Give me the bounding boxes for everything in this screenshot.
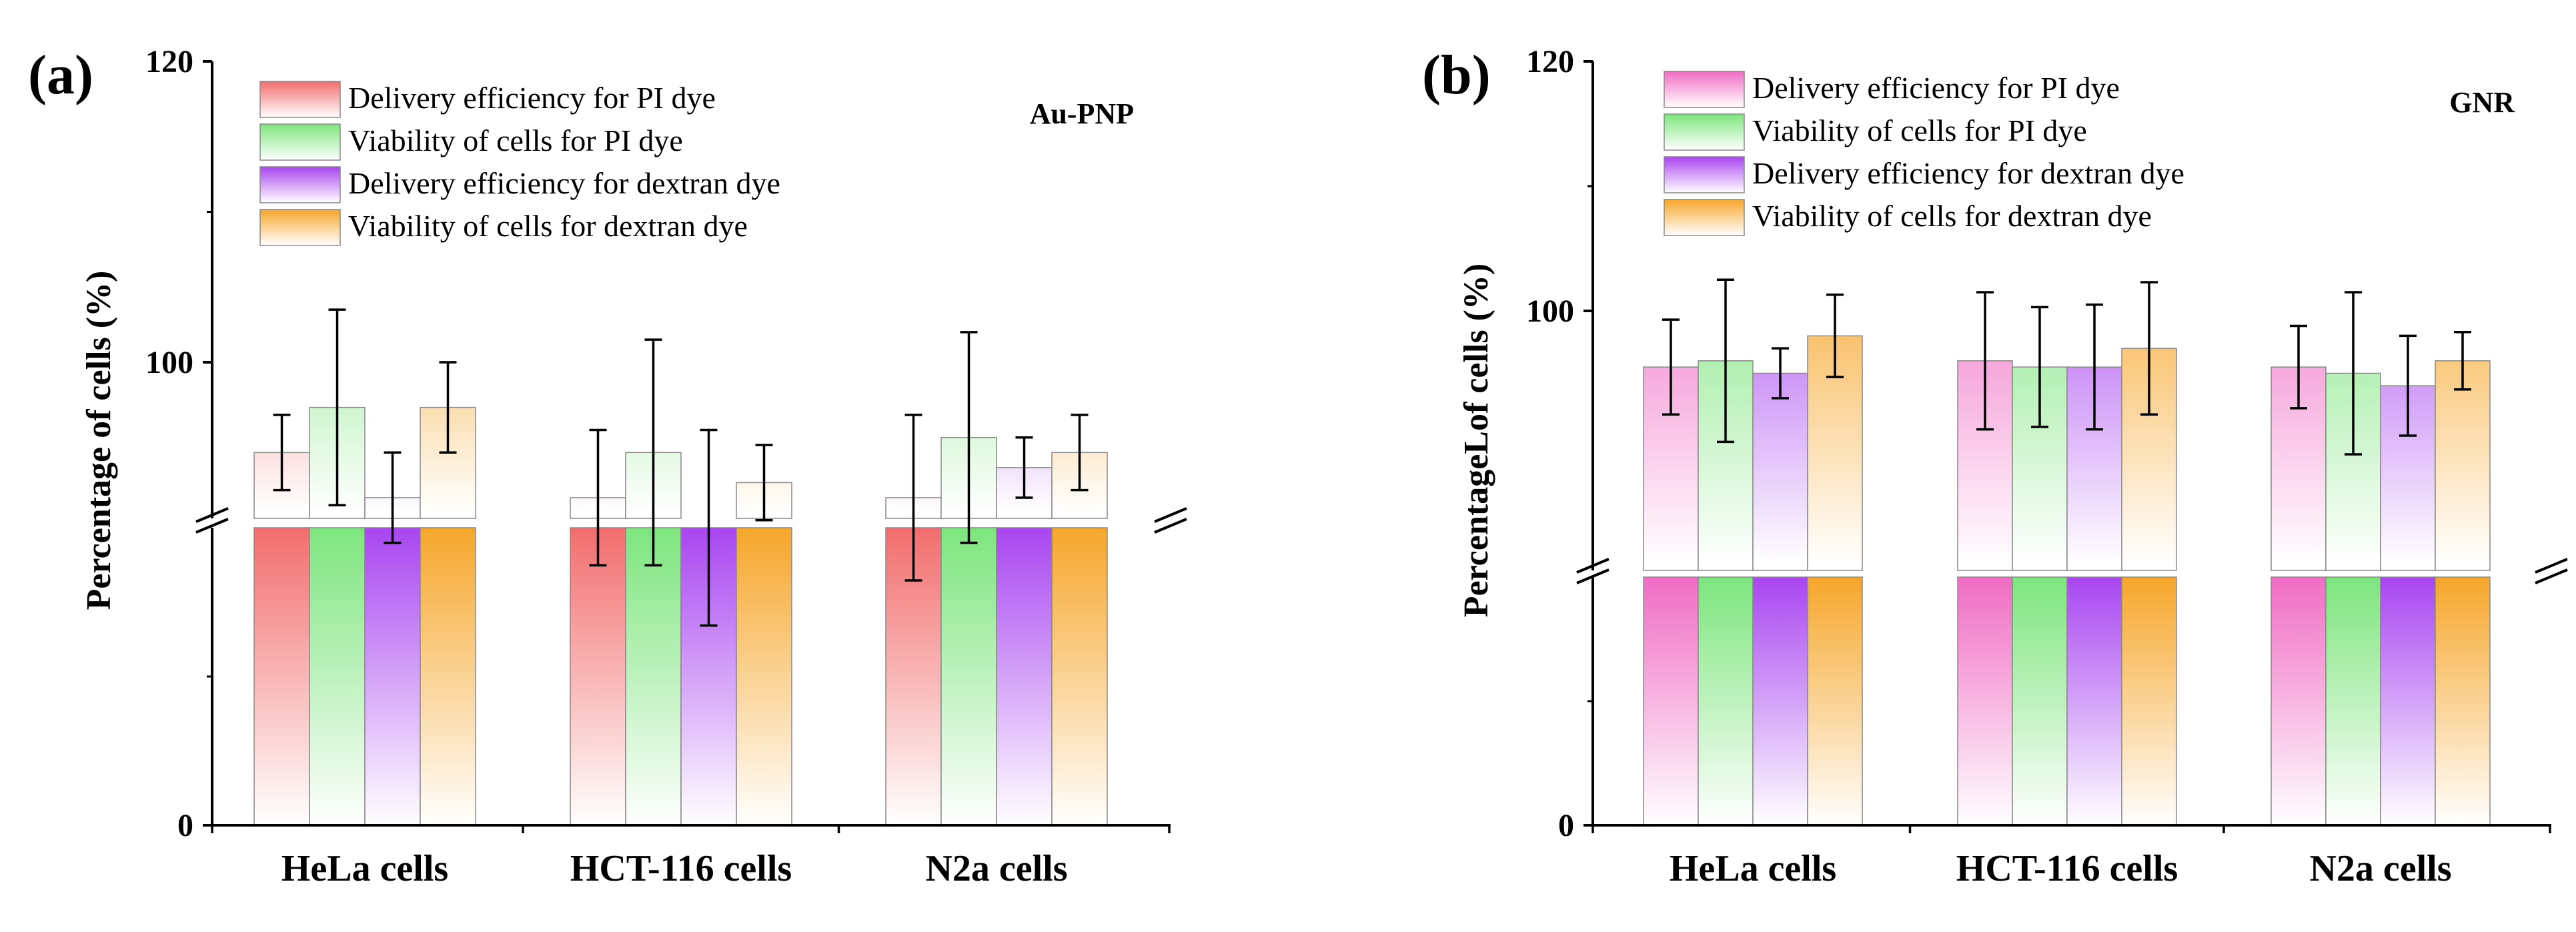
panel-label: (b) xyxy=(1422,44,1491,106)
bar-lower xyxy=(996,527,1053,826)
y-tick-label: 100 xyxy=(145,345,193,380)
legend-swatch xyxy=(259,209,341,246)
bar-lower xyxy=(1752,576,1808,826)
chart-panel-a: 0 100 120 HeLa cells HCT-116 cells N2a cells P… xyxy=(28,44,1187,889)
bar-lower xyxy=(940,527,997,826)
axis-break-mark xyxy=(1154,518,1187,534)
panel-label: (a) xyxy=(28,44,93,106)
bar-lower xyxy=(736,527,792,826)
bar-upper xyxy=(1807,335,1863,571)
bar-lower xyxy=(309,527,366,826)
bar-lower xyxy=(2380,576,2436,826)
bar-lower xyxy=(1051,527,1108,826)
legend-swatch xyxy=(1664,156,1745,193)
x-category-label: HeLa cells xyxy=(281,848,448,889)
axis-break-mark xyxy=(1576,568,1609,584)
bar-lower xyxy=(625,527,682,826)
x-category-label: HeLa cells xyxy=(1670,848,1836,889)
bar-lower xyxy=(253,527,310,826)
y-tick-label: 120 xyxy=(1526,44,1574,79)
x-category-label: N2a cells xyxy=(925,848,1067,889)
legend-swatch xyxy=(1664,199,1745,236)
axis-break-gap xyxy=(1573,570,1613,577)
legend-entry: Viability of cells for dextran dye xyxy=(1752,199,2152,233)
bar-lower xyxy=(1698,576,1754,826)
y-tick-label: 0 xyxy=(1558,808,1574,843)
bar-lower xyxy=(2121,576,2177,826)
bar-lower xyxy=(2435,576,2491,826)
legend-swatch xyxy=(259,166,341,203)
panel-annotation: GNR xyxy=(2449,86,2515,119)
bar-lower xyxy=(1643,576,1699,826)
bar-upper xyxy=(2435,360,2491,571)
y-axis-label: Percentage of cells (%) xyxy=(80,271,118,610)
axis-break-mark xyxy=(2535,558,2568,574)
bar-lower xyxy=(1807,576,1863,826)
legend-swatch xyxy=(259,123,341,161)
bar-lower xyxy=(1957,576,2013,826)
x-category-label: N2a cells xyxy=(2309,848,2451,889)
axis-break-mark xyxy=(2535,568,2568,584)
legend-swatch xyxy=(259,81,341,118)
legend-entry: Delivery efficiency for dextran dye xyxy=(1752,156,2184,190)
y-tick-label: 120 xyxy=(145,44,193,79)
bar-upper xyxy=(1752,372,1808,571)
bar-lower xyxy=(2325,576,2381,826)
legend-entry: Delivery efficiency for PI dye xyxy=(1752,71,2120,105)
bar-lower xyxy=(2066,576,2122,826)
axis-break-mark xyxy=(1154,507,1187,523)
x-category-label: HCT-116 cells xyxy=(570,848,792,889)
legend-entry: Viability of cells for PI dye xyxy=(1752,113,2087,147)
bar-lower xyxy=(420,527,476,826)
bar-lower xyxy=(570,527,626,826)
axis-break-mark xyxy=(195,507,229,523)
x-category-label: HCT-116 cells xyxy=(1956,848,2178,889)
legend-swatch xyxy=(1664,113,1745,151)
bar-lower xyxy=(2012,576,2068,826)
axis-break-mark xyxy=(195,518,229,534)
legend-swatch xyxy=(1664,71,1745,108)
legend-entry: Viability of cells for dextran dye xyxy=(348,209,748,243)
y-tick-label: 0 xyxy=(177,808,193,843)
chart-panel-b: 0 100 120 HeLa cells HCT-116 cells N2a cells P… xyxy=(1422,44,2568,889)
legend-entry: Viability of cells for PI dye xyxy=(348,123,683,157)
legend: Delivery efficiency for PI dye Viability … xyxy=(259,81,780,246)
legend-entry: Delivery efficiency for PI dye xyxy=(348,81,716,115)
y-axis-label: PercentageLof cells (%) xyxy=(1457,264,1495,617)
y-tick-label: 100 xyxy=(1526,294,1574,329)
panel-annotation: Au-PNP xyxy=(1030,97,1134,130)
bar-lower xyxy=(364,527,421,826)
legend: Delivery efficiency for PI dye Viability … xyxy=(1664,71,2184,236)
axis-break-mark xyxy=(1576,558,1609,574)
bar-lower xyxy=(2271,576,2327,826)
legend-entry: Delivery efficiency for dextran dye xyxy=(348,166,780,200)
